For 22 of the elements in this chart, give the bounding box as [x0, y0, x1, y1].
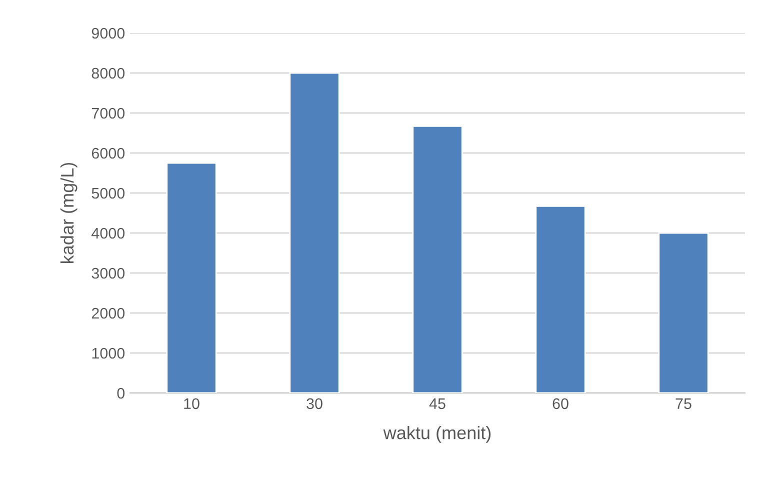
y-tick-label: 3000 [92, 268, 125, 279]
bar [658, 232, 709, 393]
bar [166, 162, 217, 393]
y-tick-label: 7000 [92, 108, 125, 119]
y-axis-title: kadar (mg/L) [60, 162, 78, 263]
x-tick-label: 60 [552, 398, 568, 410]
y-tick-label: 4000 [92, 228, 125, 239]
y-tick-label: 0 [117, 388, 125, 399]
y-tick-label: 2000 [92, 308, 125, 319]
x-axis-title: waktu (menit) [383, 426, 491, 443]
bar [535, 206, 586, 393]
x-tick-label: 30 [306, 398, 322, 410]
bar [412, 126, 463, 393]
x-tick-label: 45 [429, 398, 446, 410]
y-tick-label: 8000 [92, 68, 125, 79]
y-tick-label: 5000 [92, 188, 125, 199]
y-tick-label: 1000 [92, 348, 125, 359]
x-tick-label: 10 [184, 398, 200, 410]
bar [289, 72, 340, 393]
y-tick-label: 9000 [92, 28, 125, 39]
y-tick-label: 6000 [92, 148, 125, 159]
x-tick-label: 75 [676, 398, 692, 410]
